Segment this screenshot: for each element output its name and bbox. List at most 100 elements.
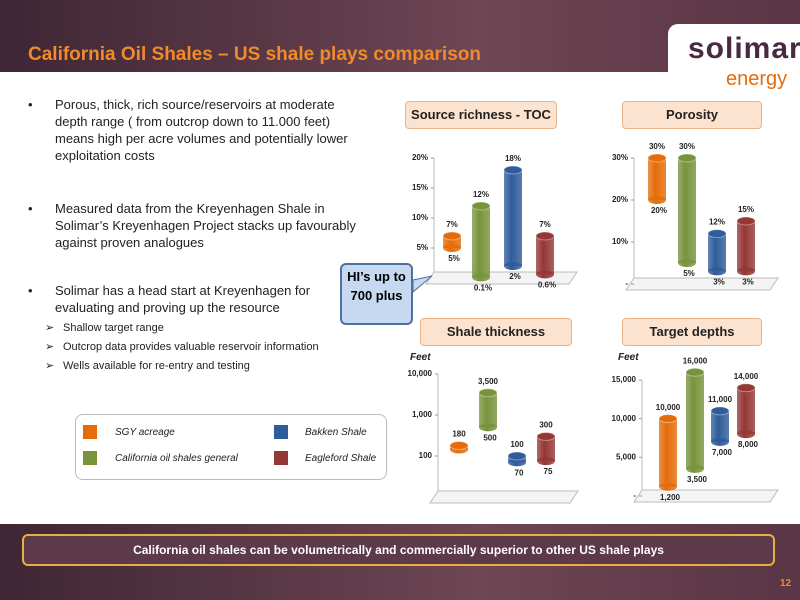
value-label: 12% <box>709 218 725 227</box>
value-label: 3,500 <box>687 475 708 484</box>
page-number: 12 <box>780 578 792 589</box>
range-bar <box>659 418 677 487</box>
value-label: 15% <box>738 205 754 214</box>
value-label: 2% <box>509 272 521 281</box>
sub-bullet: ➢ Outcrop data provides valuable reservoi… <box>45 341 319 353</box>
y-tick-label: 10% <box>612 237 628 246</box>
value-label: 75 <box>544 467 553 476</box>
value-label: 300 <box>539 421 553 430</box>
cylinder-top <box>707 229 727 239</box>
logo-panel <box>668 24 800 96</box>
y-tick-label: 15% <box>412 183 428 192</box>
value-label: 5% <box>683 269 695 278</box>
value-label: 12% <box>473 190 489 199</box>
range-bar <box>737 221 755 272</box>
slide-title: California Oil Shales – US shale plays c… <box>28 44 481 65</box>
chart-title: Source richness - TOC <box>405 101 557 129</box>
cylinder-top <box>736 216 756 226</box>
range-bar <box>737 387 755 435</box>
bullet: • Porous, thick, rich source/reservoirs a… <box>28 96 368 164</box>
y-tick-label: 30% <box>612 153 628 162</box>
y-tick-label: 10% <box>412 213 428 222</box>
callout: HI’s up to 700 plus <box>340 263 413 325</box>
range-bar <box>686 372 704 469</box>
y-tick-label: 10,000 <box>612 414 637 423</box>
y-tick-label: 1,000 <box>412 410 433 419</box>
y-tick-label: 15,000 <box>612 375 637 384</box>
value-label: 3% <box>713 278 725 287</box>
value-label: 0.1% <box>474 284 492 293</box>
sub-bullet-text: Shallow target range <box>63 322 164 334</box>
bullet: • Measured data from the Kreyenhagen Shal… <box>28 200 368 251</box>
footer-message: California oil shales can be volumetrica… <box>22 534 775 566</box>
range-bar <box>678 158 696 263</box>
cylinder-top <box>503 165 523 175</box>
legend-swatch <box>274 451 288 465</box>
value-label: 5% <box>448 254 460 263</box>
axis-label: Feet <box>618 352 639 363</box>
cylinder-top <box>442 231 462 241</box>
cylinder-top <box>449 441 469 451</box>
value-label: 30% <box>679 142 695 151</box>
y-tick-label: - <box>625 279 628 288</box>
value-label: 70 <box>515 468 524 477</box>
sub-bullet: ➢ Shallow target range <box>45 322 164 334</box>
cylinder-top <box>535 231 555 241</box>
legend-label: California oil shales general <box>115 453 238 464</box>
y-tick-label: 20% <box>412 153 428 162</box>
value-label: 8,000 <box>738 440 759 449</box>
range-bar <box>711 410 729 442</box>
value-label: 14,000 <box>734 372 759 381</box>
floor <box>633 489 779 503</box>
legend-swatch <box>83 451 97 465</box>
range-bar <box>648 158 666 200</box>
y-tick-label: 5,000 <box>616 452 637 461</box>
range-bar <box>504 170 522 266</box>
value-label: 11,000 <box>708 395 733 404</box>
cylinder-top <box>478 388 498 398</box>
value-label: 180 <box>452 430 466 439</box>
legend-label: Eagleford Shale <box>305 453 377 464</box>
bullet: • Solimar has a head start at Kreyenhagen… <box>28 282 328 373</box>
value-label: 3,500 <box>478 377 499 386</box>
logo-text: solimar <box>688 32 800 65</box>
value-label: 7% <box>446 220 458 229</box>
value-label: 1,200 <box>660 493 681 502</box>
legend-label: Bakken Shale <box>305 427 367 438</box>
cylinder-top <box>677 153 697 163</box>
floor <box>429 490 579 504</box>
value-label: 18% <box>505 154 521 163</box>
sub-bullet-text: Outcrop data provides valuable reservoir… <box>63 341 319 353</box>
value-label: 20% <box>651 206 667 215</box>
sub-bullet-text: Wells available for re-entry and testing <box>63 360 250 372</box>
range-bar <box>537 436 555 462</box>
value-label: 3% <box>742 278 754 287</box>
value-label: 7,000 <box>712 448 733 457</box>
value-label: 500 <box>483 433 497 442</box>
logo-subtext: energy <box>726 68 788 90</box>
cylinder-top <box>536 431 556 441</box>
bullet-text: Solimar has a head start at Kreyenhagen … <box>55 283 311 315</box>
value-label: 30% <box>649 142 665 151</box>
cylinder-top <box>507 451 527 461</box>
axis-label: Feet <box>410 352 431 363</box>
chart-title: Shale thickness <box>420 318 572 346</box>
bullet-text: Porous, thick, rich source/reservoirs at… <box>55 97 348 163</box>
value-label: 7% <box>539 220 551 229</box>
top-band <box>0 0 800 72</box>
cylinder-top <box>658 414 678 424</box>
y-tick-label: - <box>633 491 636 500</box>
y-tick-label: 20% <box>612 195 628 204</box>
range-bar <box>536 236 554 275</box>
cylinder-top <box>647 153 667 163</box>
legend-label: SGY acreage <box>115 427 175 438</box>
bullet-text: Measured data from the Kreyenhagen Shale… <box>55 201 356 250</box>
value-label: 16,000 <box>683 356 708 365</box>
legend <box>75 414 387 480</box>
range-bar <box>708 233 726 272</box>
cylinder-top <box>736 383 756 393</box>
cylinder-top <box>710 406 730 416</box>
value-label: 100 <box>510 440 524 449</box>
